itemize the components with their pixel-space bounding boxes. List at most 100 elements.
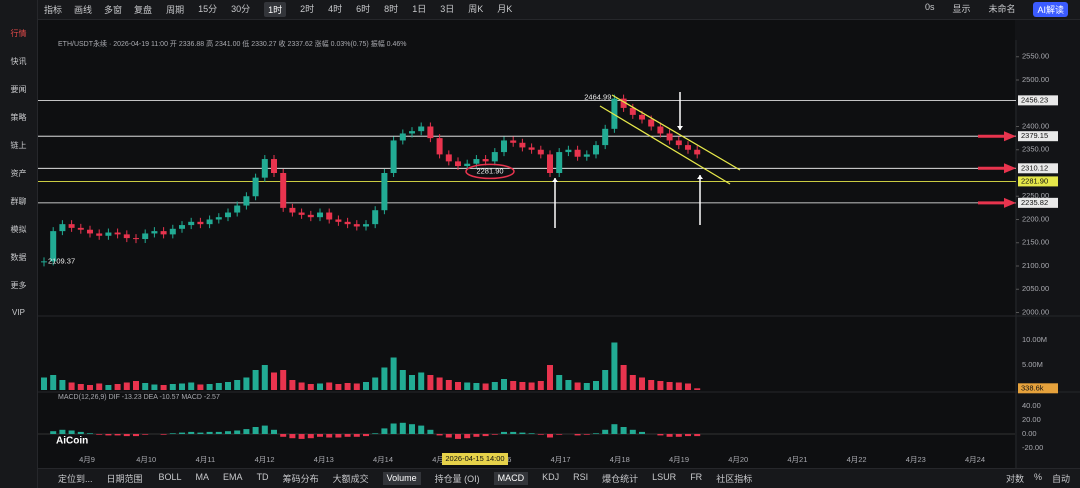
nav-item[interactable]: 要闻 [10, 85, 27, 94]
volume-bar [335, 384, 342, 390]
price-tag [1018, 163, 1058, 174]
macd-bar [160, 434, 167, 435]
candle [317, 212, 323, 218]
indicator-button[interactable]: TD [256, 472, 269, 482]
volume-bar [326, 382, 333, 390]
macd-bar [445, 434, 452, 438]
volume-bar [602, 370, 609, 390]
y-tick-label: 2100.00 [1022, 261, 1049, 270]
indicator-button[interactable]: 持仓量 (OI) [434, 474, 480, 484]
volume-bar [620, 365, 627, 390]
macd-bar [390, 423, 397, 434]
candle [482, 159, 489, 162]
bottom-button[interactable]: 日期范围 [106, 474, 143, 484]
tool-button[interactable]: AI解读 [1033, 2, 1068, 17]
nav-item[interactable]: VIP [12, 308, 25, 317]
indicator-button[interactable]: MA [195, 472, 210, 482]
candle [381, 173, 388, 211]
chart-bg [38, 20, 1015, 468]
indicator-button[interactable]: 大额成交 [332, 474, 369, 484]
macd-bar [519, 432, 526, 434]
period-button[interactable]: 1时 [264, 2, 287, 17]
period-button[interactable]: 4时 [328, 4, 343, 14]
arrow-head [1004, 163, 1016, 174]
tool-button[interactable]: 画线 [74, 5, 93, 15]
indicator-button[interactable]: FR [690, 472, 703, 482]
nav-item[interactable]: 行情 [10, 29, 27, 38]
nav-item[interactable]: 链上 [10, 141, 27, 150]
annotation-arrow-head [697, 175, 703, 179]
period-label[interactable]: 周期 [166, 5, 185, 15]
indicator-button[interactable]: Volume [382, 472, 421, 485]
nav-item[interactable]: 策略 [10, 113, 27, 122]
candle [685, 145, 691, 150]
annotation-arrow-head [677, 126, 683, 130]
macd-bar [326, 434, 333, 438]
candle [455, 161, 461, 167]
indicator-button[interactable]: KDJ [542, 472, 560, 482]
nav-item[interactable]: 更多 [10, 281, 27, 290]
period-button[interactable]: 6时 [356, 4, 371, 14]
indicator-button[interactable]: 社区指标 [716, 474, 753, 484]
period-button[interactable]: 月K [497, 4, 513, 14]
period-button[interactable]: 30分 [231, 4, 251, 14]
tool-button[interactable]: 0s [924, 2, 935, 12]
vol-tag [1018, 383, 1058, 394]
candle [151, 231, 158, 234]
bottom-button[interactable]: 对数 [1005, 474, 1024, 484]
indicator-button[interactable]: 爆仓统计 [602, 474, 639, 484]
tool-button[interactable]: 显示 [952, 4, 971, 14]
indicator-button[interactable]: 筹码分布 [282, 474, 319, 484]
logo: AiCoin [56, 436, 88, 447]
indicator-button[interactable]: MACD [493, 472, 529, 485]
period-button[interactable]: 8时 [384, 4, 399, 14]
volume-bar [657, 381, 664, 390]
macd-bar [666, 434, 673, 437]
tool-button[interactable]: 指标 [44, 5, 63, 15]
tool-button[interactable]: 复盘 [134, 5, 153, 15]
price-tag-label: 2379.15 [1021, 131, 1048, 140]
macd-bar [206, 431, 213, 434]
bottom-button[interactable]: 自动 [1051, 474, 1070, 484]
period-button[interactable]: 周K [468, 4, 484, 14]
nav-item[interactable]: 数据 [10, 253, 27, 262]
volume-bar [482, 383, 489, 390]
indicator-button[interactable]: RSI [573, 472, 589, 482]
period-button[interactable]: 2时 [300, 4, 315, 14]
candle [353, 224, 360, 227]
volume-bar [390, 357, 397, 390]
macd-bar [289, 434, 296, 439]
volume-bar [436, 377, 443, 390]
bottom-button[interactable]: 定位到... [58, 474, 93, 484]
volume-bar [464, 382, 471, 390]
indicator-button[interactable]: BOLL [158, 472, 182, 482]
macd-bar [491, 434, 498, 435]
macd-bar [593, 433, 599, 434]
candle [114, 232, 121, 235]
nav-item[interactable]: 快讯 [10, 57, 27, 66]
nav-item[interactable]: 资产 [10, 169, 27, 178]
candle [197, 221, 204, 225]
candle [565, 149, 572, 153]
macd-bar [252, 427, 259, 434]
macd-bar [427, 429, 434, 434]
bottom-button[interactable]: % [1033, 472, 1042, 482]
period-button[interactable]: 1日 [412, 4, 427, 14]
circled-label: 2281.90 [476, 166, 503, 175]
macd-bar [482, 434, 489, 437]
indicator-button[interactable]: LSUR [652, 472, 677, 482]
candle [206, 219, 213, 225]
candle [243, 196, 250, 206]
candle [289, 207, 296, 213]
tool-button[interactable]: 未命名 [988, 4, 1016, 14]
nav-item[interactable]: 群聊 [10, 197, 27, 206]
volume-bar [197, 384, 204, 390]
period-button[interactable]: 3日 [440, 4, 455, 14]
tool-button[interactable]: 多窗 [104, 5, 123, 15]
macd-bar [694, 434, 701, 437]
period-button[interactable]: 15分 [198, 4, 218, 14]
indicator-button[interactable]: EMA [223, 472, 243, 482]
volume-bar [271, 372, 277, 390]
candle [436, 138, 443, 155]
nav-item[interactable]: 模拟 [10, 225, 27, 234]
